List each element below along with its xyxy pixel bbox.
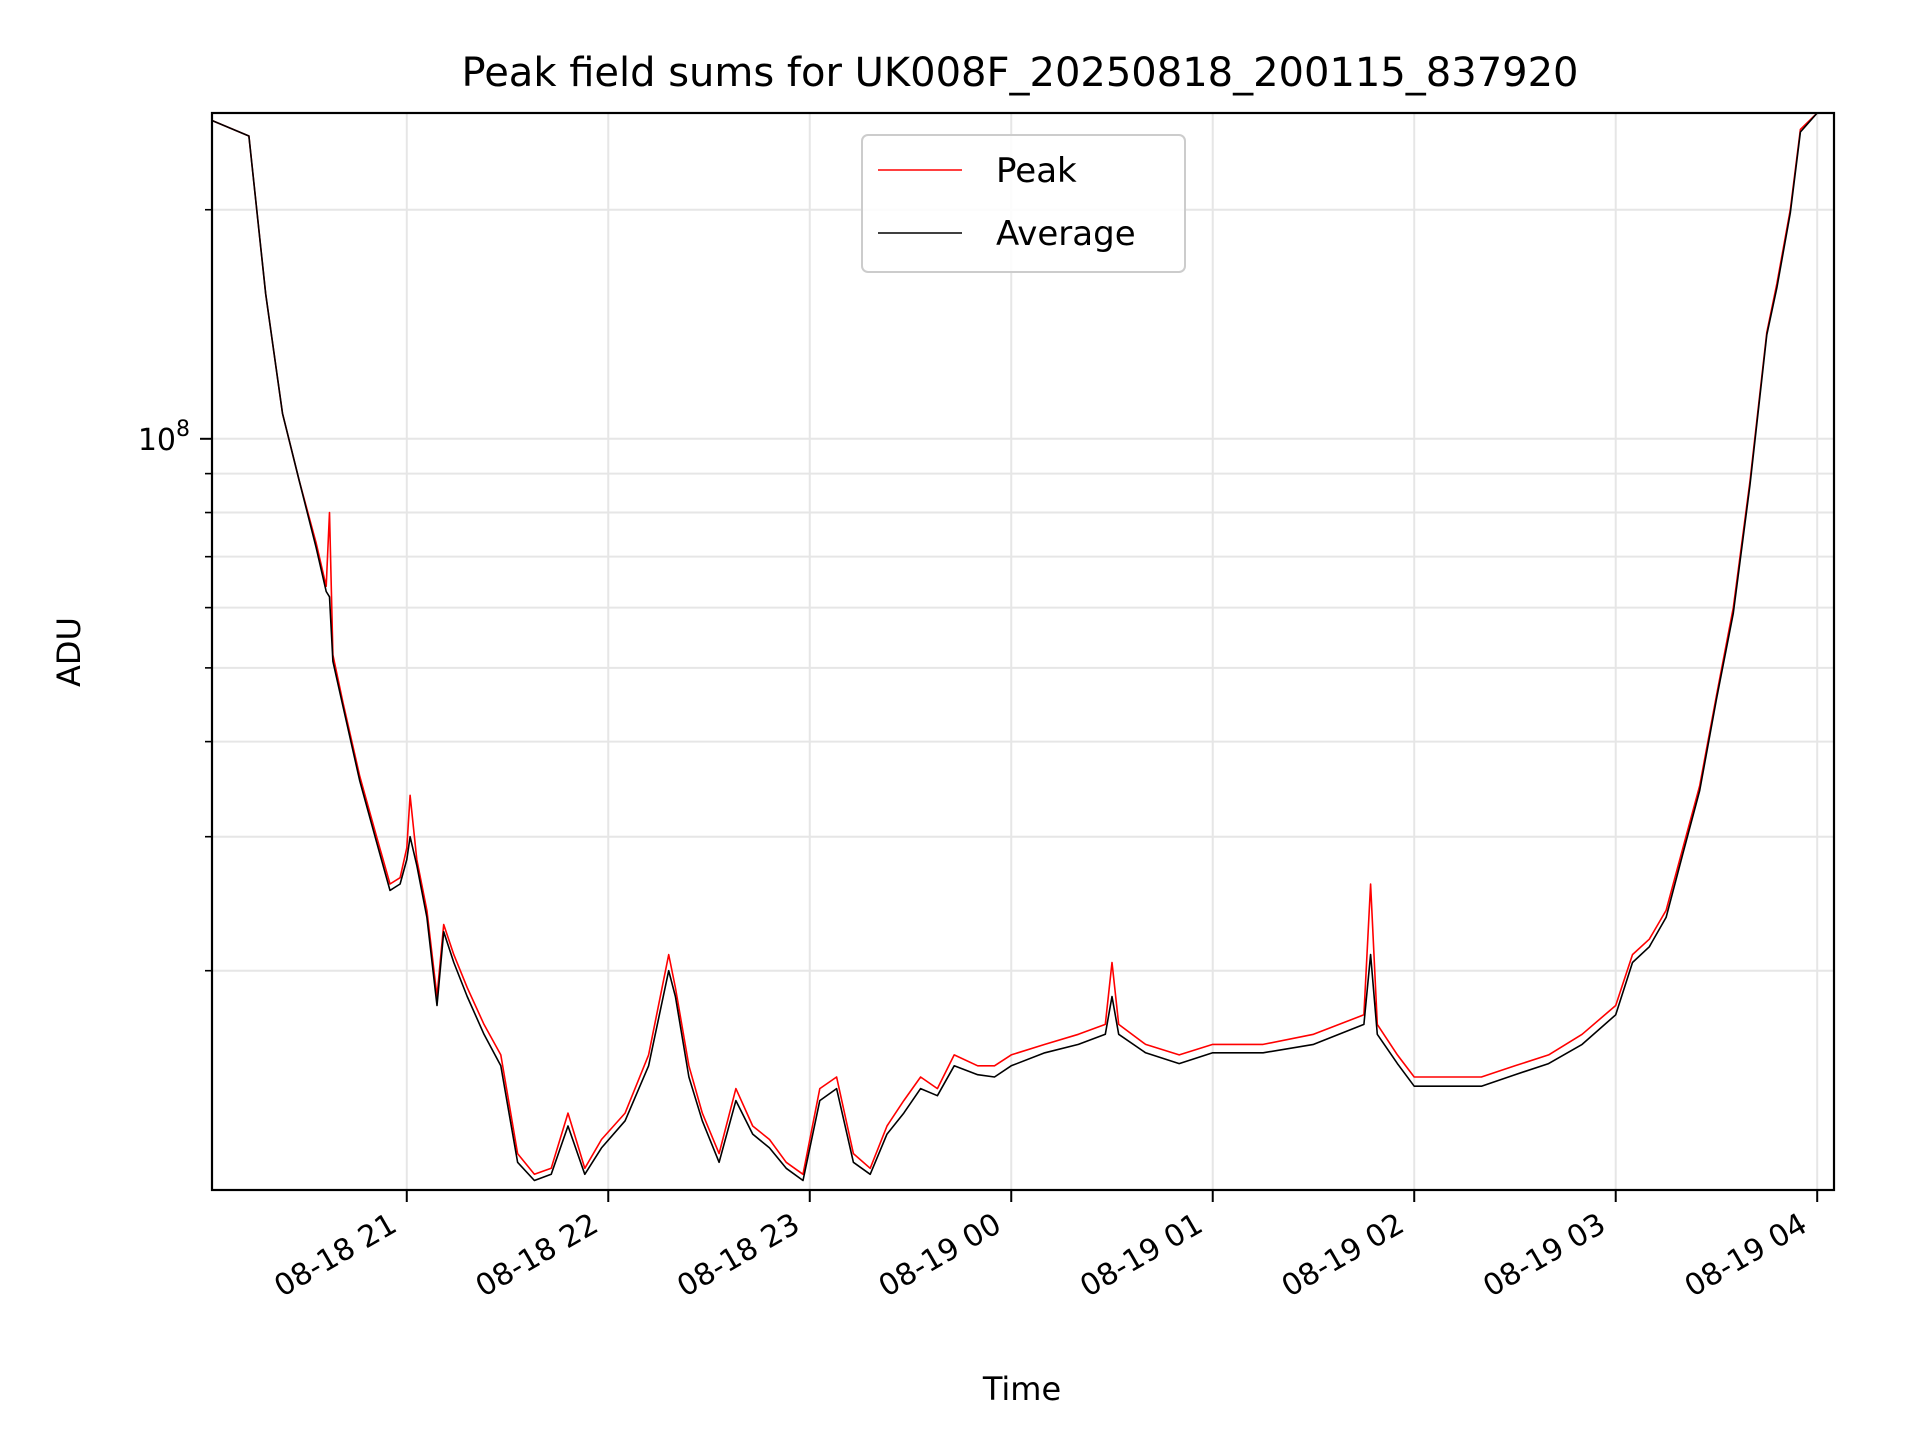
x-tick-label: 08-19 04 bbox=[1679, 1207, 1813, 1305]
x-tick-label: 08-19 00 bbox=[873, 1207, 1007, 1305]
series-layer bbox=[212, 113, 1834, 1182]
legend-label-average: Average bbox=[996, 214, 1136, 254]
x-tick-label: 08-18 21 bbox=[268, 1207, 402, 1305]
series-line-average bbox=[212, 113, 1834, 1182]
y-tick-label-exponent: 8 bbox=[176, 417, 190, 442]
axis-ticks: 08-18 21 08-18 22 08-18 23 08-19 00 08-19 01… bbox=[138, 208, 1819, 1305]
x-tick-label: 08-19 02 bbox=[1276, 1207, 1410, 1305]
x-axis-label: Time bbox=[982, 1370, 1061, 1408]
legend-label-peak: Peak bbox=[996, 151, 1077, 191]
grid bbox=[212, 113, 1834, 1190]
plot-frame bbox=[210, 111, 1836, 1192]
y-tick-label-base: 10 bbox=[138, 423, 176, 458]
legend: Peak Average bbox=[861, 134, 1186, 273]
x-tick-label: 08-18 23 bbox=[671, 1207, 805, 1305]
chart-title: Peak field sums for UK008F_20250818_2001… bbox=[462, 50, 1579, 96]
y-axis-label: ADU bbox=[50, 617, 88, 687]
x-tick-label: 08-18 22 bbox=[470, 1207, 604, 1305]
y-tick-label: 108 bbox=[138, 417, 190, 458]
x-tick-label: 08-19 03 bbox=[1477, 1207, 1611, 1305]
x-tick-label: 08-19 01 bbox=[1074, 1207, 1208, 1305]
series-line-peak bbox=[212, 113, 1834, 1176]
